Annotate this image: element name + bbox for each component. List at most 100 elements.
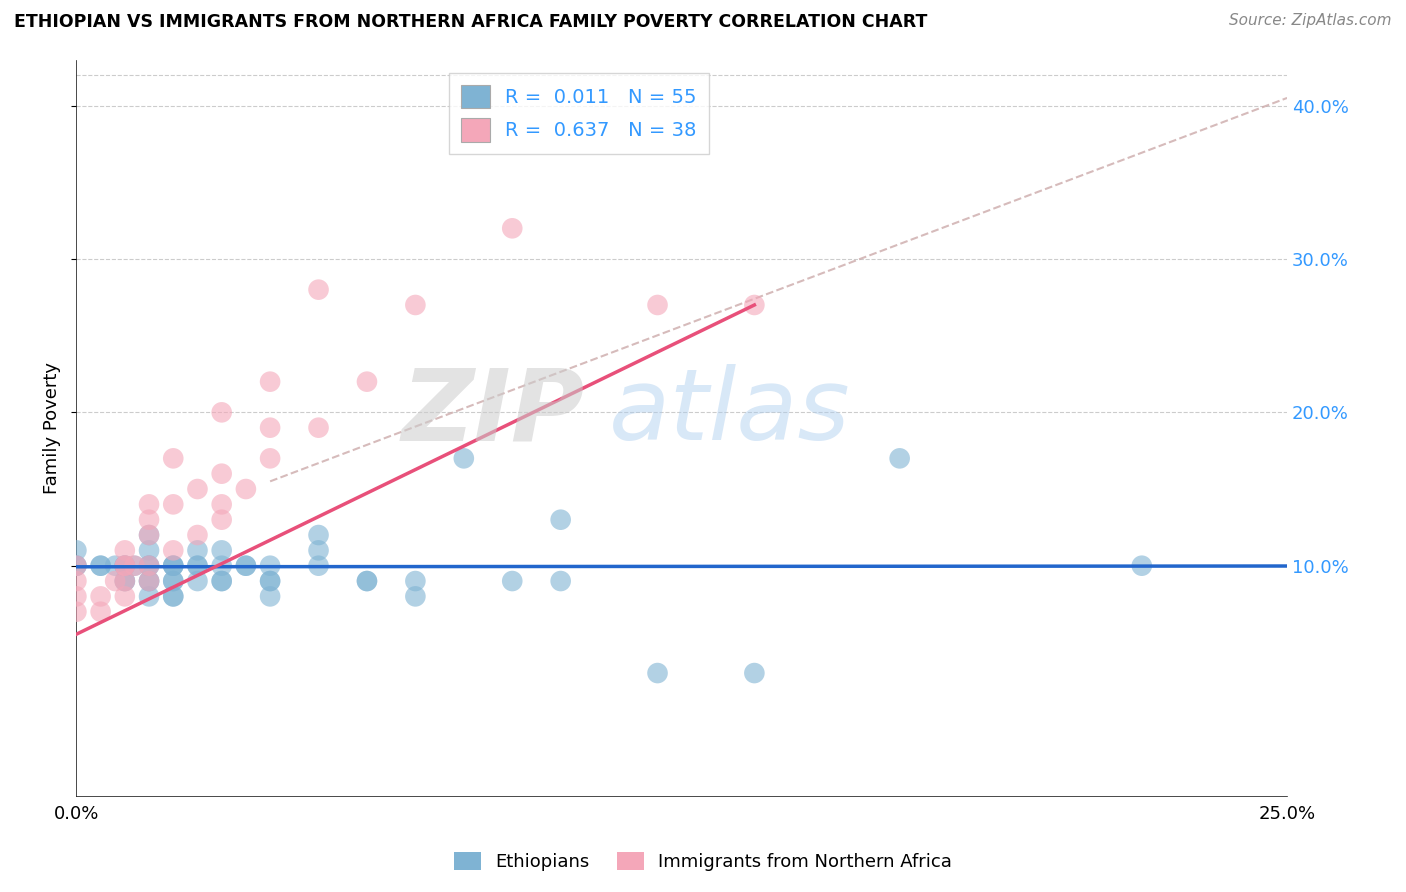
- Point: [90, 558, 112, 573]
- Point: [162, 543, 184, 558]
- Point: [186, 558, 208, 573]
- Point: [308, 543, 330, 558]
- Point: [186, 558, 208, 573]
- Point: [211, 497, 233, 511]
- Point: [211, 513, 233, 527]
- Point: [138, 590, 160, 604]
- Point: [65, 558, 87, 573]
- Point: [235, 558, 257, 573]
- Text: ETHIOPIAN VS IMMIGRANTS FROM NORTHERN AFRICA FAMILY POVERTY CORRELATION CHART: ETHIOPIAN VS IMMIGRANTS FROM NORTHERN AF…: [14, 13, 928, 31]
- Point: [114, 574, 136, 588]
- Point: [356, 574, 378, 588]
- Y-axis label: Family Poverty: Family Poverty: [44, 361, 60, 493]
- Point: [744, 298, 766, 312]
- Point: [744, 666, 766, 681]
- Point: [65, 590, 87, 604]
- Point: [138, 558, 160, 573]
- Point: [138, 528, 160, 542]
- Point: [162, 590, 184, 604]
- Point: [90, 558, 112, 573]
- Point: [259, 590, 281, 604]
- Point: [162, 590, 184, 604]
- Point: [186, 482, 208, 496]
- Point: [356, 574, 378, 588]
- Point: [211, 543, 233, 558]
- Point: [138, 574, 160, 588]
- Text: Source: ZipAtlas.com: Source: ZipAtlas.com: [1229, 13, 1392, 29]
- Point: [124, 558, 146, 573]
- Point: [186, 543, 208, 558]
- Point: [114, 558, 136, 573]
- Point: [138, 558, 160, 573]
- Point: [104, 574, 127, 588]
- Point: [162, 497, 184, 511]
- Point: [235, 482, 257, 496]
- Point: [308, 528, 330, 542]
- Point: [259, 375, 281, 389]
- Point: [259, 558, 281, 573]
- Point: [186, 574, 208, 588]
- Legend: Ethiopians, Immigrants from Northern Africa: Ethiopians, Immigrants from Northern Afr…: [447, 845, 959, 879]
- Point: [186, 528, 208, 542]
- Point: [90, 605, 112, 619]
- Point: [259, 574, 281, 588]
- Point: [211, 558, 233, 573]
- Point: [65, 558, 87, 573]
- Point: [647, 666, 669, 681]
- Point: [211, 405, 233, 419]
- Point: [138, 513, 160, 527]
- Point: [453, 451, 475, 466]
- Point: [404, 298, 426, 312]
- Point: [162, 558, 184, 573]
- Point: [114, 543, 136, 558]
- Point: [138, 528, 160, 542]
- Point: [308, 283, 330, 297]
- Point: [550, 574, 572, 588]
- Point: [550, 513, 572, 527]
- Point: [211, 467, 233, 481]
- Point: [211, 574, 233, 588]
- Point: [162, 558, 184, 573]
- Text: ZIP: ZIP: [402, 365, 585, 461]
- Point: [501, 574, 523, 588]
- Point: [259, 420, 281, 434]
- Point: [65, 543, 87, 558]
- Point: [114, 558, 136, 573]
- Point: [1130, 558, 1153, 573]
- Point: [211, 574, 233, 588]
- Point: [65, 558, 87, 573]
- Point: [889, 451, 911, 466]
- Text: atlas: atlas: [609, 365, 851, 461]
- Point: [259, 451, 281, 466]
- Point: [104, 558, 127, 573]
- Point: [114, 590, 136, 604]
- Point: [235, 558, 257, 573]
- Point: [138, 574, 160, 588]
- Point: [647, 298, 669, 312]
- Point: [124, 558, 146, 573]
- Point: [162, 451, 184, 466]
- Point: [162, 558, 184, 573]
- Point: [501, 221, 523, 235]
- Point: [114, 558, 136, 573]
- Point: [308, 420, 330, 434]
- Point: [114, 574, 136, 588]
- Point: [308, 558, 330, 573]
- Point: [138, 497, 160, 511]
- Point: [138, 543, 160, 558]
- Point: [65, 605, 87, 619]
- Point: [65, 574, 87, 588]
- Point: [114, 558, 136, 573]
- Point: [114, 558, 136, 573]
- Point: [114, 574, 136, 588]
- Point: [404, 590, 426, 604]
- Point: [138, 558, 160, 573]
- Point: [162, 574, 184, 588]
- Point: [404, 574, 426, 588]
- Point: [259, 574, 281, 588]
- Point: [162, 574, 184, 588]
- Point: [90, 590, 112, 604]
- Point: [138, 574, 160, 588]
- Point: [356, 375, 378, 389]
- Legend: R =  0.011   N = 55, R =  0.637   N = 38: R = 0.011 N = 55, R = 0.637 N = 38: [449, 73, 709, 153]
